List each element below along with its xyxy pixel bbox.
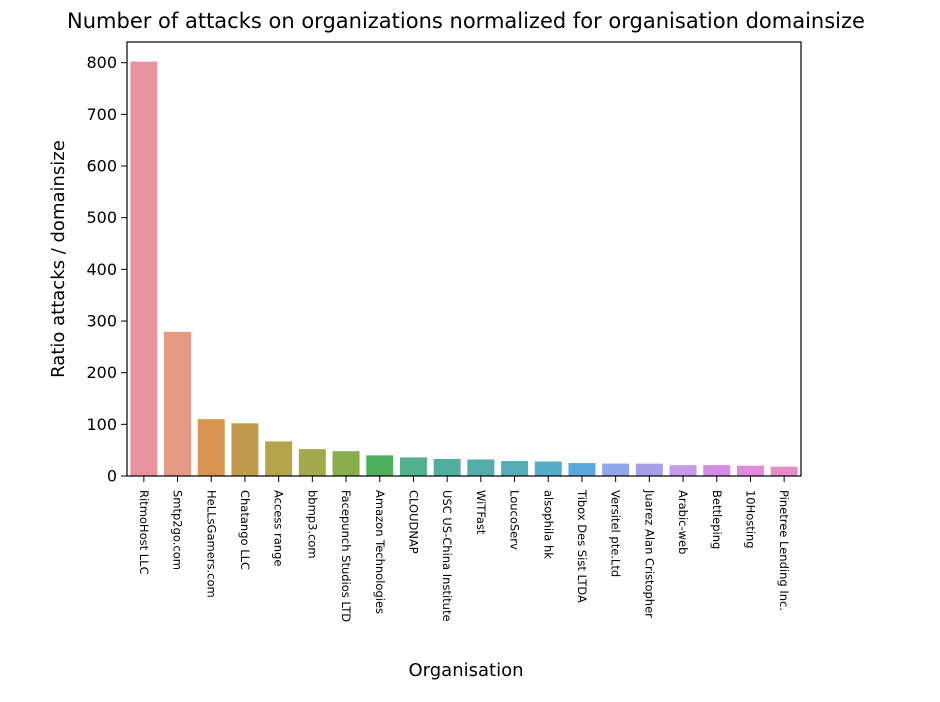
bar-18 [736, 465, 764, 476]
bar-12 [534, 461, 562, 476]
x-tick-label-18: 10Hosting [743, 490, 757, 549]
bar-11 [501, 461, 529, 476]
x-tick-label-4: Access range [272, 490, 286, 566]
y-tick-label-3: 300 [86, 312, 117, 331]
bar-17 [703, 465, 731, 476]
bar-13 [568, 463, 596, 476]
y-tick-label-0: 0 [107, 467, 117, 486]
bars-group [130, 61, 798, 476]
x-tick-label-11: LoucoServ [508, 490, 522, 550]
x-tick-label-5: bbmp3.com [305, 490, 319, 559]
y-axis-label: Ratio attacks / domainsize [48, 140, 69, 378]
bar-8 [399, 457, 427, 476]
x-tick-label-16: Arabic-web [676, 490, 690, 554]
y-tick-label-7: 700 [86, 105, 117, 124]
bar-4 [265, 441, 293, 476]
bar-2 [197, 419, 225, 476]
x-tick-label-17: Bettleping [710, 490, 724, 549]
bar-6 [332, 451, 360, 476]
x-tick-label-10: WiTFast [474, 490, 488, 535]
y-axis-ticks: 0 100 200 300 400 500 600 700 800 [86, 53, 127, 486]
y-tick-label-1: 100 [86, 415, 117, 434]
y-tick-label-4: 400 [86, 260, 117, 279]
y-tick-label-6: 600 [86, 157, 117, 176]
bar-14 [602, 463, 630, 476]
x-tick-label-6: Facepunch Studios LTD [339, 490, 353, 622]
bar-10 [467, 459, 495, 476]
x-axis-label: Organisation [408, 660, 523, 681]
x-tick-label-13: Tibox Des Sist LTDA [575, 489, 589, 603]
y-tick-label-5: 500 [86, 208, 117, 227]
x-tick-label-3: Chatango LLC [238, 490, 252, 570]
x-tick-label-19: Pinetree Lending Inc. [777, 490, 791, 611]
bar-1 [164, 331, 192, 476]
bar-3 [231, 423, 259, 476]
bar-15 [635, 463, 663, 476]
x-tick-label-8: CLOUDNAP [406, 490, 420, 554]
x-tick-label-7: Amazon Technologies [373, 490, 387, 614]
x-tick-label-15: Juarez Alan Cristopher [642, 489, 656, 618]
y-tick-label-2: 200 [86, 363, 117, 382]
bar-16 [669, 465, 697, 476]
x-tick-label-12: alsophila hk [541, 490, 555, 559]
bar-9 [433, 458, 461, 476]
plot-frame [126, 41, 802, 477]
bar-7 [366, 455, 394, 476]
x-tick-label-2: HeLLsGamers.com [204, 490, 218, 598]
y-tick-label-8: 800 [86, 53, 117, 72]
bar-19 [770, 466, 798, 476]
chart-title: Number of attacks on organizations norma… [67, 9, 865, 33]
x-axis-ticks: RitmoHost LLC Smtp2go.com HeLLsGamers.com C… [137, 476, 791, 622]
x-tick-label-9: USC US-China Institute [440, 490, 454, 622]
bar-5 [298, 449, 326, 476]
bar-0 [130, 61, 158, 476]
x-tick-label-1: Smtp2go.com [171, 490, 185, 570]
x-tick-label-14: Versitel pte.Ltd [609, 490, 623, 577]
x-tick-label-0: RitmoHost LLC [137, 490, 151, 575]
